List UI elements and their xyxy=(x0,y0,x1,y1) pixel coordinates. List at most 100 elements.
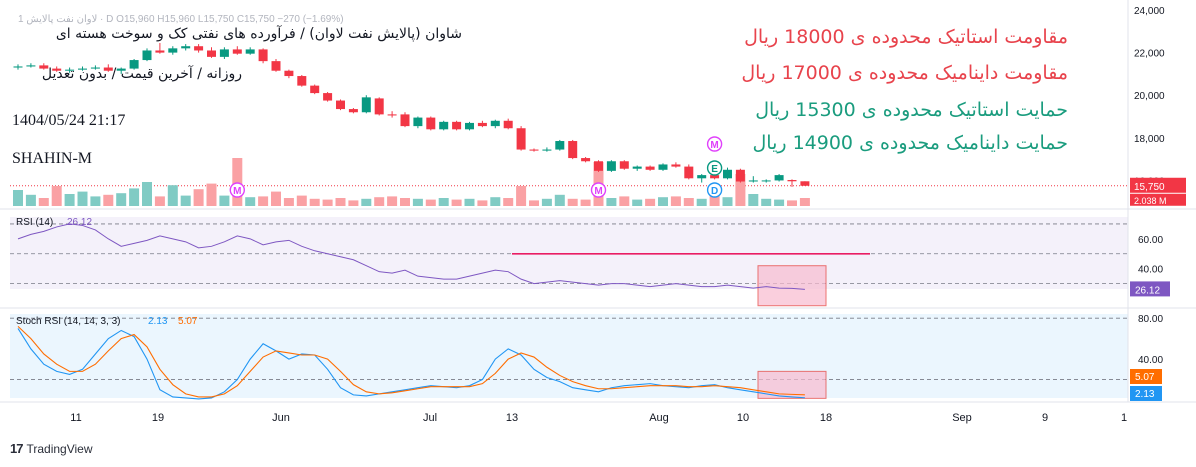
volume-bar xyxy=(645,198,656,206)
candle-body xyxy=(581,158,591,162)
candle-body xyxy=(465,122,474,130)
event-marker xyxy=(590,182,607,198)
price-axis-tick: 20,000 xyxy=(1134,91,1165,102)
candle-body xyxy=(168,48,178,53)
candle-body xyxy=(426,117,436,130)
candle-body xyxy=(39,65,49,69)
candle-body xyxy=(78,68,87,70)
volume-bar xyxy=(438,198,449,206)
candle-body xyxy=(452,121,462,130)
volume-bar xyxy=(425,199,436,206)
volume-bar xyxy=(387,196,398,206)
candle-body xyxy=(774,175,784,181)
candle-body xyxy=(542,149,552,151)
rsi-highlight-box xyxy=(757,265,827,307)
candle-body xyxy=(219,49,229,57)
candle-body xyxy=(271,61,281,71)
stoch-k-axis-value: 2.13 xyxy=(1135,389,1155,400)
volume-bar xyxy=(167,185,178,206)
candle-body xyxy=(555,141,565,150)
candle-body xyxy=(13,66,23,68)
candle-body xyxy=(800,181,810,186)
time-axis-tick: 10 xyxy=(737,412,749,424)
volume-bar xyxy=(567,198,578,206)
volume-bar xyxy=(142,182,152,206)
candle-body xyxy=(181,46,191,49)
candle-body xyxy=(155,50,165,53)
volume-bar xyxy=(632,199,643,206)
candle-body xyxy=(619,161,629,169)
volume-bar xyxy=(13,190,23,206)
price-axis-tick: 18,000 xyxy=(1134,134,1165,145)
volume-bar xyxy=(606,198,617,206)
volume-bar xyxy=(670,196,681,206)
time-axis-tick: Jun xyxy=(272,412,290,424)
candle-body xyxy=(348,109,358,113)
volume-bar xyxy=(490,197,501,206)
footer-branding[interactable]: 17 TradingView xyxy=(10,441,93,456)
candle-body xyxy=(207,50,216,57)
stoch-k-badge xyxy=(1130,386,1162,401)
rsi-value-badge xyxy=(1130,281,1170,297)
volume-bar xyxy=(348,200,359,206)
event-marker xyxy=(706,136,723,152)
candle-body xyxy=(374,98,384,115)
volume-bar xyxy=(180,195,191,206)
stoch-d-value: 5.07 xyxy=(178,316,198,327)
candle-body xyxy=(297,76,307,86)
candle-body xyxy=(103,67,113,71)
time-axis-tick: Jul xyxy=(423,412,437,424)
last-price-label: 15,750 xyxy=(1134,182,1165,193)
candle-body xyxy=(387,114,397,116)
volume-bar xyxy=(799,198,810,206)
volume-bar xyxy=(154,196,165,206)
candle-body xyxy=(142,50,152,61)
volume-bar xyxy=(761,198,772,206)
candle-body xyxy=(697,175,707,179)
stoch-d-line xyxy=(17,325,805,398)
volume-bar xyxy=(219,195,230,206)
candle-body xyxy=(735,169,745,182)
volume-bar xyxy=(774,199,785,206)
volume-bar xyxy=(412,198,423,206)
candle-body xyxy=(65,69,75,71)
event-marker-label: D xyxy=(711,186,718,197)
volume-bar xyxy=(683,198,694,206)
time-axis-tick: 19 xyxy=(152,412,164,424)
volume-bar xyxy=(77,191,88,206)
time-axis-tick: 11 xyxy=(70,412,81,424)
event-marker-label: M xyxy=(710,140,718,151)
stoch-band xyxy=(10,314,1128,398)
volume-bar xyxy=(787,200,797,206)
annotation-static-support: حمایت استاتیک محدوده ی 15300 ریال xyxy=(755,99,1068,121)
candle-body xyxy=(723,169,732,179)
candle-body xyxy=(361,97,371,113)
tradingview-logo-icon: 17 xyxy=(10,441,24,456)
volume-bar xyxy=(374,197,385,206)
volume-bar xyxy=(451,199,462,206)
time-axis-tick: 18 xyxy=(820,412,832,424)
candle-body xyxy=(710,175,720,179)
volume-bar xyxy=(232,158,243,206)
event-marker-label: M xyxy=(594,186,602,197)
candle-body xyxy=(516,128,526,150)
stoch-axis-tick: 80.00 xyxy=(1138,314,1163,325)
candle-body xyxy=(632,166,642,169)
volume-bar xyxy=(296,195,307,206)
candle-body xyxy=(568,141,578,159)
volume-bar xyxy=(722,197,733,206)
annotation-dynamic-resistance: مقاومت داینامیک محدوده ی 17000 ریال xyxy=(741,62,1068,84)
volume-bar xyxy=(696,198,707,206)
volume-bar xyxy=(709,195,720,206)
volume-bar xyxy=(541,198,552,206)
candle-body xyxy=(310,85,320,94)
annotation-static-resistance: مقاومت استاتیک محدوده ی 18000 ریال xyxy=(744,26,1068,48)
volume-bar xyxy=(335,198,346,206)
event-marker xyxy=(706,160,723,176)
interval-label: روزانه / آخرین قیمت / بدون تعدیل xyxy=(41,66,242,82)
volume-bar xyxy=(464,198,475,206)
volume-bar xyxy=(103,194,114,206)
candle-body xyxy=(194,46,204,51)
volume-bar xyxy=(477,200,488,206)
